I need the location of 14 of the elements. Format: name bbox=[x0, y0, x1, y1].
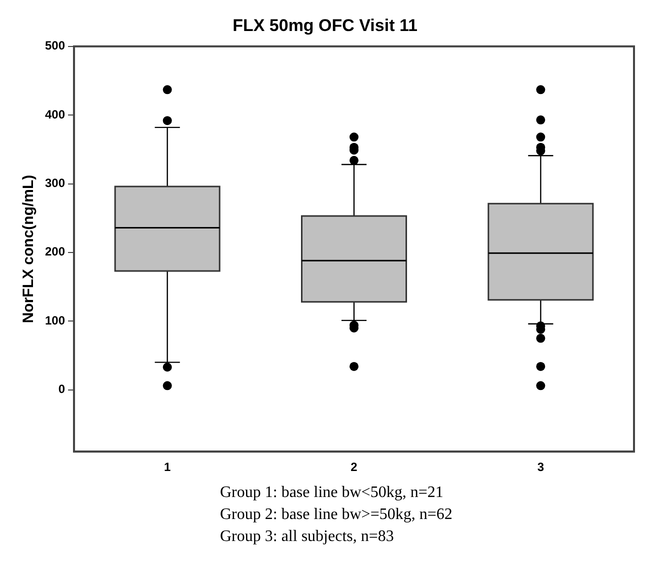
y-tick-label: 200 bbox=[44, 244, 66, 259]
chart-title: FLX 50mg OFC Visit 11 bbox=[232, 16, 418, 35]
y-tick-label: 500 bbox=[44, 38, 66, 53]
y-tick-label: 300 bbox=[44, 176, 66, 190]
y-tick-label: 400 bbox=[44, 107, 66, 122]
x-tick-label: 1 bbox=[164, 460, 172, 474]
y-tick-label: 0 bbox=[58, 382, 66, 396]
x-tick-label: 3 bbox=[537, 460, 544, 474]
text: Group 1: base line bw<50kg, n=21 bbox=[220, 483, 444, 503]
y-axis-title: NorFLX conc(ng/mL) bbox=[20, 174, 38, 324]
y-tick-label: 100 bbox=[44, 313, 66, 328]
text: Group 3: all subjects, n=83 bbox=[220, 527, 395, 547]
text: Group 2: base line bw>=50kg, n=62 bbox=[220, 505, 454, 525]
x-tick-label: 2 bbox=[350, 460, 358, 474]
